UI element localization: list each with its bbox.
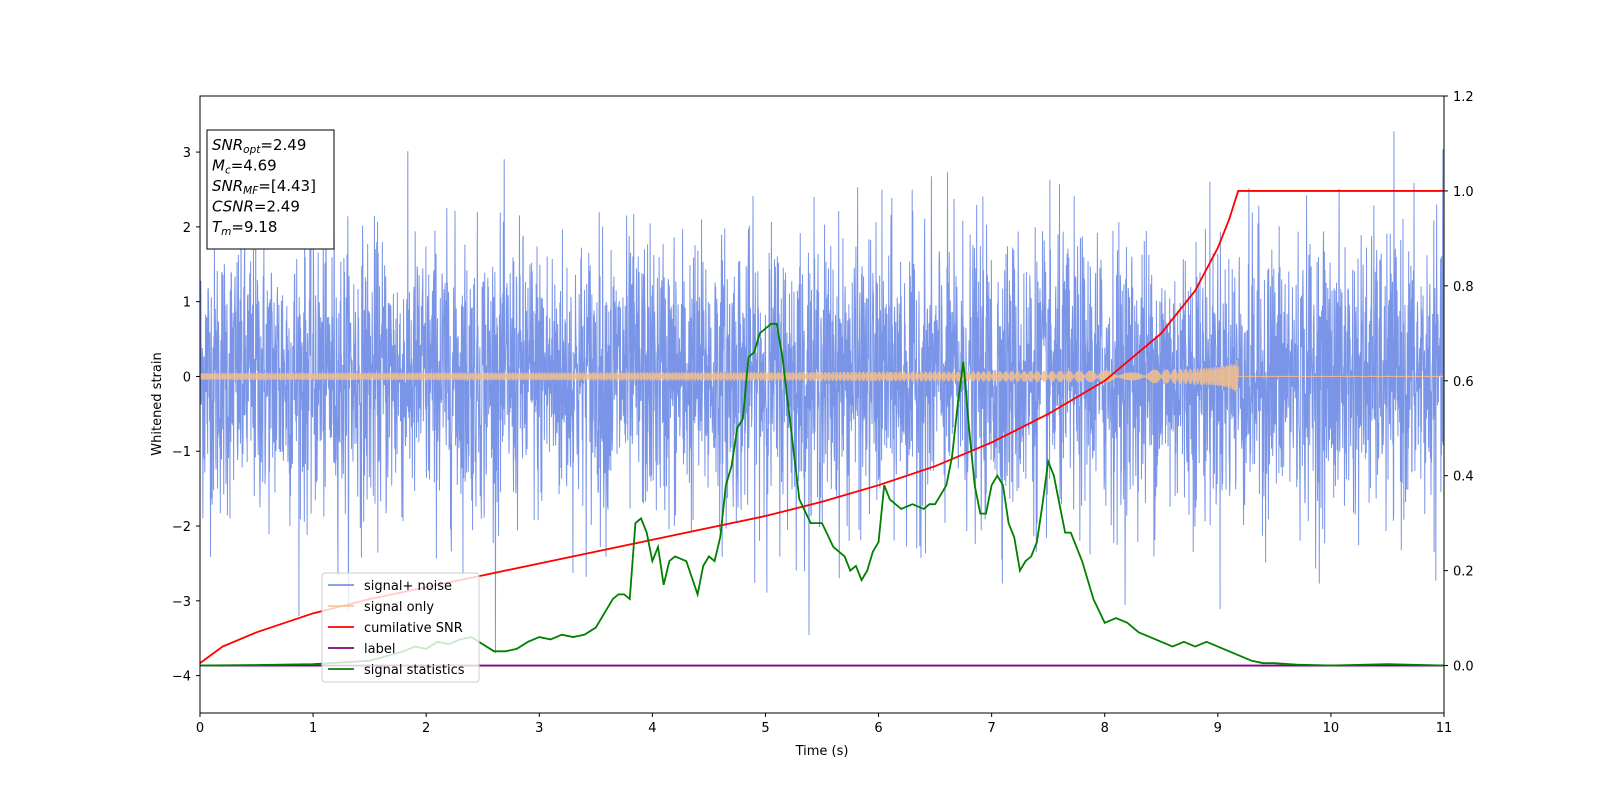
series-signal-statistics-line <box>200 322 1444 667</box>
y-tick-label: −1 <box>172 445 191 460</box>
info-box-frame <box>206 129 335 250</box>
x-tick-label: 6 <box>874 721 882 736</box>
info-box-line: SNRMF=[4.43] <box>212 177 316 197</box>
x-tick-label: 7 <box>987 721 995 736</box>
legend-label: signal+ noise <box>364 579 452 594</box>
x-tick-label: 0 <box>196 721 204 736</box>
legend: signal+ noise signal only cumilative SNR la… <box>321 572 480 683</box>
x-tick-label: 5 <box>761 721 769 736</box>
x-tick-label: 9 <box>1214 721 1222 736</box>
y-axis-label: Whitened strain <box>150 352 165 455</box>
legend-label: cumilative SNR <box>364 621 463 636</box>
y-tick-label: 3 <box>183 146 191 161</box>
x-tick-label: 11 <box>1436 721 1453 736</box>
info-box-line: Mc=4.69 <box>212 157 277 177</box>
legend-label: signal statistics <box>364 663 465 678</box>
x-tick-label: 10 <box>1323 721 1340 736</box>
y2-tick-label: 1.0 <box>1453 185 1474 200</box>
legend-frame <box>321 572 480 683</box>
y-tick-label: 1 <box>183 296 191 311</box>
legend-label: label <box>364 642 395 657</box>
plot-frame <box>199 95 1445 714</box>
y2-tick-label: 0.4 <box>1453 470 1474 485</box>
info-box-line: SNRopt=2.49 <box>212 136 306 156</box>
x-tick-label: 4 <box>648 721 656 736</box>
y2-tick-label: 0.6 <box>1453 375 1474 390</box>
x-tick-label: 2 <box>422 721 430 736</box>
axes: 0 1 2 3 4 5 6 7 8 9 10 113210−1−2−3−41.21.00.80.60.… <box>172 90 1474 736</box>
x-tick-label: 1 <box>309 721 317 736</box>
x-tick-label: 8 <box>1101 721 1109 736</box>
y2-tick-label: 1.2 <box>1453 90 1474 105</box>
series-signal-only-line <box>200 359 1444 392</box>
y-tick-label: −2 <box>172 520 191 535</box>
y-tick-label: 0 <box>183 370 191 385</box>
y2-tick-label: 0.0 <box>1453 660 1474 675</box>
y-tick-label: −3 <box>172 595 191 610</box>
y2-tick-label: 0.8 <box>1453 280 1474 295</box>
info-box-line: CSNR=2.49 <box>212 198 300 216</box>
legend-label: signal only <box>364 600 434 615</box>
x-axis-label: Time (s) <box>795 744 849 759</box>
y2-tick-label: 0.2 <box>1453 565 1474 580</box>
x-tick-label: 3 <box>535 721 543 736</box>
info-box-line: Tm=9.18 <box>212 218 277 238</box>
y-tick-label: −4 <box>172 670 191 685</box>
y-tick-label: 2 <box>183 221 191 236</box>
